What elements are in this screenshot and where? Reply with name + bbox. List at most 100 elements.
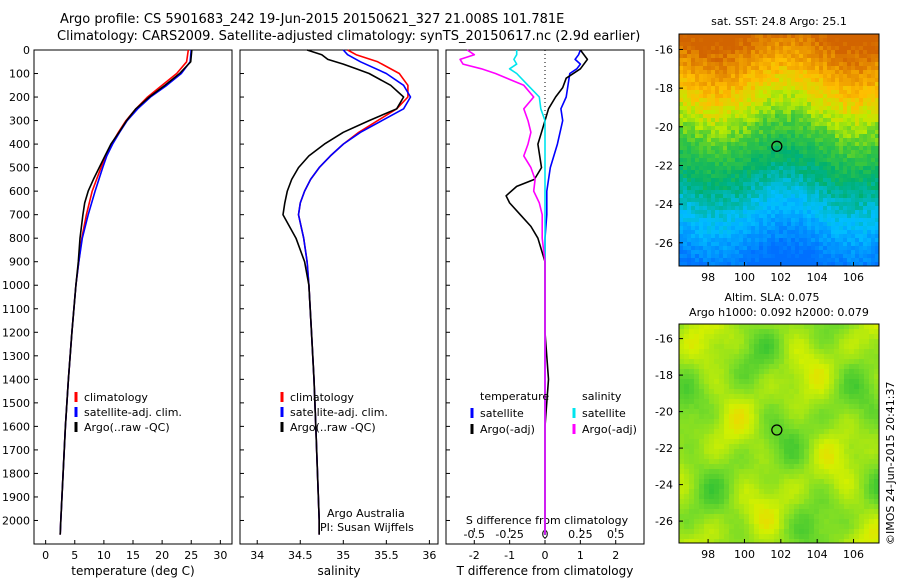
sla-map-cell xyxy=(749,454,755,460)
sst-map-cell xyxy=(811,146,816,151)
sst-map-cell xyxy=(875,246,879,251)
sst-map-cell xyxy=(691,134,696,139)
sla-map-cell xyxy=(719,484,725,490)
sst-map-cell xyxy=(735,138,740,143)
sla-map-cell xyxy=(799,514,805,520)
sst-map-cell xyxy=(867,242,872,247)
sla-map-cell xyxy=(719,494,725,500)
sst-map-cell xyxy=(791,226,796,231)
sla-map-cell xyxy=(874,509,879,515)
sla-map-cell xyxy=(784,499,790,505)
sst-map-cell xyxy=(835,66,840,71)
sla-map-cell xyxy=(839,459,845,465)
sla-map-cell xyxy=(834,404,840,410)
sla-map-cell xyxy=(794,449,800,455)
sst-map-cell xyxy=(691,106,696,111)
sst-map-cell xyxy=(843,262,848,266)
sst-map-cell xyxy=(795,262,800,266)
sla-map-cell xyxy=(869,424,875,430)
sst-map-cell xyxy=(827,182,832,187)
sla-map-cell xyxy=(774,464,780,470)
sst-map-cell xyxy=(763,226,768,231)
sst-map-cell xyxy=(803,54,808,59)
sst-map-cell xyxy=(751,226,756,231)
sla-map-cell xyxy=(739,469,745,475)
sst-map-cell xyxy=(767,126,772,131)
sst-map-cell xyxy=(715,198,720,203)
sla-map-cell xyxy=(694,524,700,530)
sst-map-cell xyxy=(723,122,728,127)
sst-map-cell xyxy=(847,258,852,263)
sst-map-cell xyxy=(751,102,756,107)
sst-map-cell xyxy=(807,146,812,151)
sla-map-cell xyxy=(729,349,735,355)
sst-map-cell xyxy=(791,62,796,67)
sla-map-cell xyxy=(684,339,690,345)
sst-map-cell xyxy=(683,242,688,247)
sla-map-cell xyxy=(834,354,840,360)
sst-map-cell xyxy=(743,222,748,227)
sla-map-cell xyxy=(739,399,745,405)
sla-map-cell xyxy=(854,454,860,460)
sla-map-cell xyxy=(774,484,780,490)
sst-map-cell xyxy=(843,54,848,59)
sst-map-cell xyxy=(863,190,868,195)
sla-map-cell xyxy=(709,464,715,470)
sst-map-cell xyxy=(847,190,852,195)
sst-map-cell xyxy=(823,42,828,47)
sst-map-cell xyxy=(759,42,764,47)
sla-map-cell xyxy=(769,509,775,515)
sst-map-cell xyxy=(775,258,780,263)
sla-map-cell xyxy=(854,429,860,435)
sst-map-cell xyxy=(783,226,788,231)
sst-map-cell xyxy=(803,174,808,179)
sla-map-cell xyxy=(839,349,845,355)
sst-map-cell xyxy=(791,138,796,143)
sla-map-cell xyxy=(754,464,760,470)
diff-series-satellite-temperature xyxy=(544,49,582,535)
sst-map-cell xyxy=(803,98,808,103)
sst-map-cell xyxy=(731,114,736,119)
sla-map-cell xyxy=(744,379,750,385)
sst-map-cell xyxy=(711,178,716,183)
sla-map-cell xyxy=(854,504,860,510)
sst-map-cell xyxy=(783,170,788,175)
sst-map-cell xyxy=(767,254,772,259)
sst-map-cell xyxy=(803,150,808,155)
sla-map-cell xyxy=(809,509,815,515)
sst-map-cell xyxy=(739,74,744,79)
sla-map-cell xyxy=(769,469,775,475)
sst-map-cell xyxy=(739,198,744,203)
sla-map-cell xyxy=(864,519,870,525)
sst-map-cell xyxy=(819,230,824,235)
sst-map-cell xyxy=(867,174,872,179)
sst-map-cell xyxy=(867,62,872,67)
sst-map-cell xyxy=(743,162,748,167)
sla-map-cell xyxy=(794,359,800,365)
sst-map-cell xyxy=(755,50,760,55)
sst-map-cell xyxy=(783,174,788,179)
sla-map-cell xyxy=(804,379,810,385)
sla-map-cell xyxy=(754,399,760,405)
sst-map-cell xyxy=(767,258,772,263)
sla-map-cell xyxy=(739,529,745,535)
sla-map-cell xyxy=(869,524,875,530)
sla-map-cell xyxy=(849,369,855,375)
sla-map-cell xyxy=(819,519,825,525)
sla-map-cell xyxy=(709,379,715,385)
sst-map-cell xyxy=(771,146,776,151)
sst-map-cell xyxy=(831,262,836,266)
sst-map-cell xyxy=(711,74,716,79)
sst-map-cell xyxy=(767,50,772,55)
sla-map-cell xyxy=(854,384,860,390)
sla-map-cell xyxy=(804,374,810,380)
sla-map-cell xyxy=(739,524,745,530)
sla-map-cell xyxy=(814,329,820,335)
sla-map-cell xyxy=(844,419,850,425)
sst-map-cell xyxy=(803,90,808,95)
sst-map-cell xyxy=(839,98,844,103)
sst-map-cell xyxy=(763,202,768,207)
sla-map-cell xyxy=(854,444,860,450)
sla-map-cell xyxy=(809,424,815,430)
sla-map-cell xyxy=(794,479,800,485)
